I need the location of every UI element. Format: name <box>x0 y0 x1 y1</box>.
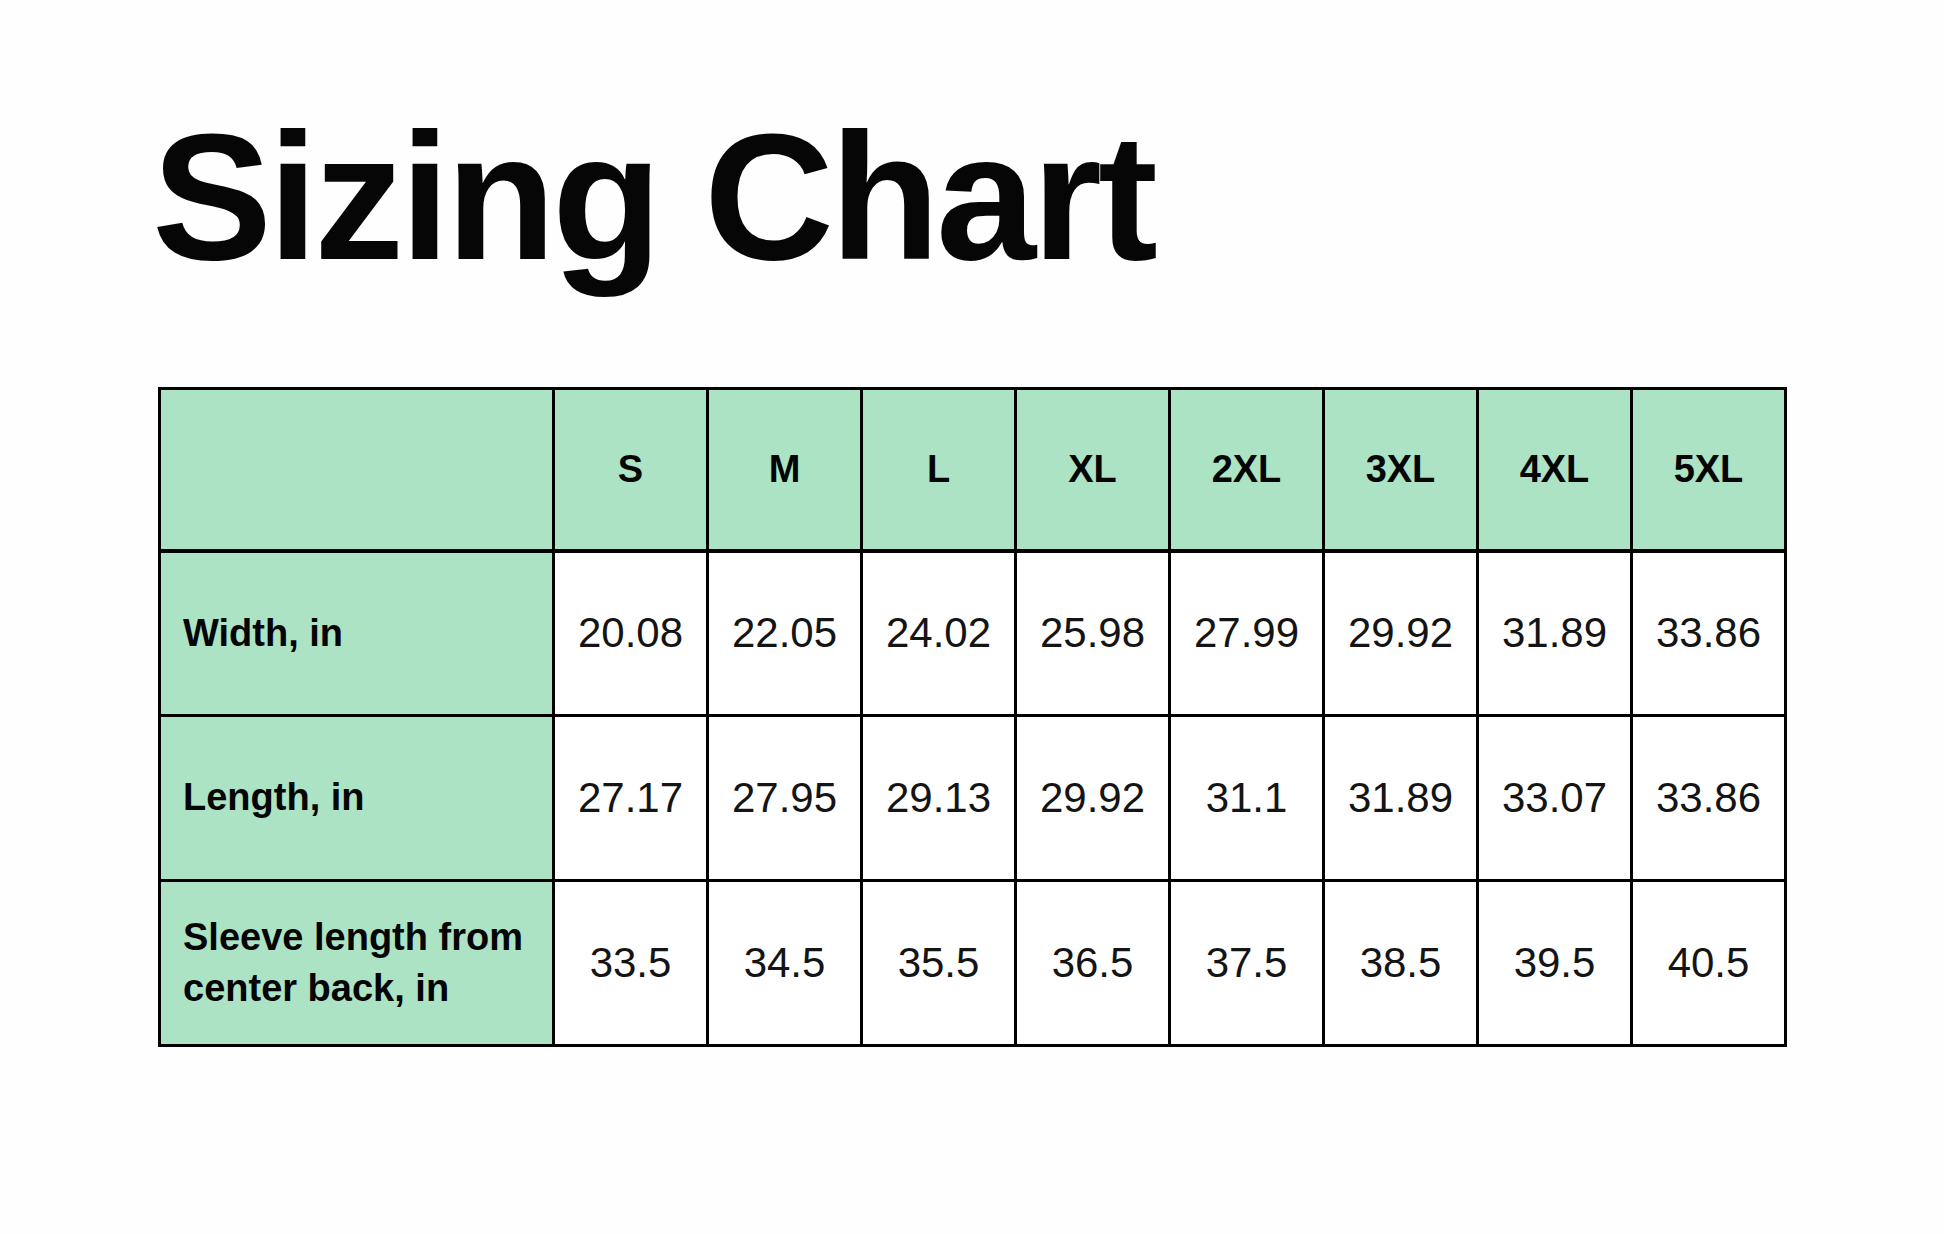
row-label-width: Width, in <box>160 551 554 716</box>
corner-cell <box>160 389 554 551</box>
length-cell-s: 27.17 <box>554 716 708 881</box>
col-header-xl: XL <box>1016 389 1170 551</box>
col-header-l: L <box>862 389 1016 551</box>
sleeve-cell-5xl: 40.5 <box>1632 881 1786 1046</box>
length-cell-3xl: 31.89 <box>1324 716 1478 881</box>
sleeve-cell-m: 34.5 <box>708 881 862 1046</box>
length-cell-2xl: 31.1 <box>1170 716 1324 881</box>
table-row-length: Length, in 27.17 27.95 29.13 29.92 31.1 … <box>160 716 1786 881</box>
width-cell-3xl: 29.92 <box>1324 551 1478 716</box>
col-header-4xl: 4XL <box>1478 389 1632 551</box>
width-cell-s: 20.08 <box>554 551 708 716</box>
col-header-5xl: 5XL <box>1632 389 1786 551</box>
width-cell-4xl: 31.89 <box>1478 551 1632 716</box>
col-header-3xl: 3XL <box>1324 389 1478 551</box>
sizing-table-container: S M L XL 2XL 3XL 4XL 5XL Width, in 20.08… <box>158 387 1787 1047</box>
row-label-sleeve: Sleeve length from center back, in <box>160 881 554 1046</box>
length-cell-m: 27.95 <box>708 716 862 881</box>
col-header-s: S <box>554 389 708 551</box>
length-cell-4xl: 33.07 <box>1478 716 1632 881</box>
sleeve-cell-2xl: 37.5 <box>1170 881 1324 1046</box>
length-cell-xl: 29.92 <box>1016 716 1170 881</box>
col-header-m: M <box>708 389 862 551</box>
width-cell-l: 24.02 <box>862 551 1016 716</box>
width-cell-xl: 25.98 <box>1016 551 1170 716</box>
length-cell-5xl: 33.86 <box>1632 716 1786 881</box>
page-title: Sizing Chart <box>152 102 1154 291</box>
size-header-row: S M L XL 2XL 3XL 4XL 5XL <box>160 389 1786 551</box>
sleeve-cell-3xl: 38.5 <box>1324 881 1478 1046</box>
sleeve-cell-xl: 36.5 <box>1016 881 1170 1046</box>
sleeve-cell-4xl: 39.5 <box>1478 881 1632 1046</box>
width-cell-m: 22.05 <box>708 551 862 716</box>
table-row-width: Width, in 20.08 22.05 24.02 25.98 27.99 … <box>160 551 1786 716</box>
width-cell-5xl: 33.86 <box>1632 551 1786 716</box>
length-cell-l: 29.13 <box>862 716 1016 881</box>
row-label-length: Length, in <box>160 716 554 881</box>
page-canvas: Sizing Chart S M L XL 2XL 3XL 4XL 5XL Wi… <box>0 0 1946 1235</box>
col-header-2xl: 2XL <box>1170 389 1324 551</box>
sleeve-cell-s: 33.5 <box>554 881 708 1046</box>
table-row-sleeve: Sleeve length from center back, in 33.5 … <box>160 881 1786 1046</box>
sizing-table: S M L XL 2XL 3XL 4XL 5XL Width, in 20.08… <box>158 387 1787 1047</box>
width-cell-2xl: 27.99 <box>1170 551 1324 716</box>
sleeve-cell-l: 35.5 <box>862 881 1016 1046</box>
